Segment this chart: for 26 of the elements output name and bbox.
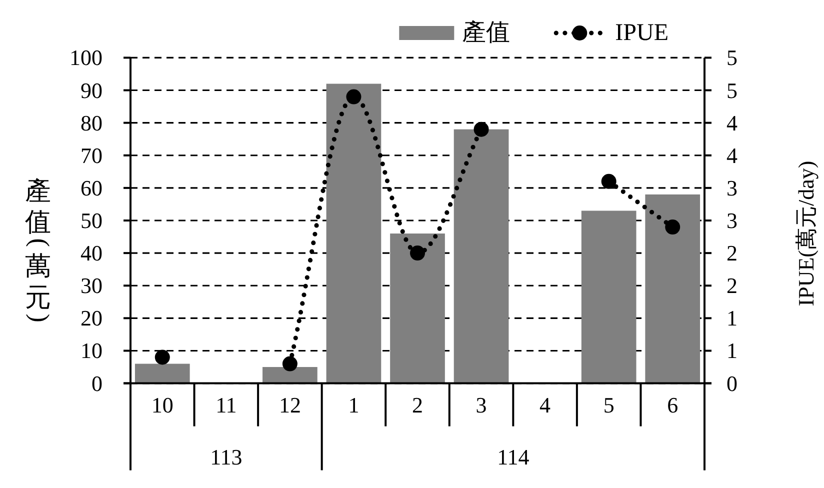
y-tick-label: 100 — [70, 45, 102, 70]
y2-tick-label: 5 — [726, 45, 738, 70]
y2-tick-label: 3 — [726, 208, 738, 233]
y2-tick-label: 4 — [726, 142, 738, 168]
legend-label: IPUE — [615, 20, 668, 46]
y2-tick-label: 1 — [726, 338, 738, 364]
legend-label: 產值 — [462, 20, 510, 46]
y2-tick-label: 1 — [726, 306, 738, 331]
y2-tick-label: 0 — [726, 370, 738, 396]
y-tick-label: 0 — [92, 370, 102, 396]
y-tick-label: 20 — [80, 306, 102, 331]
y-tick-label: 50 — [80, 208, 102, 233]
y-tick-label: 60 — [80, 175, 102, 200]
y-tick-label: 70 — [80, 142, 102, 168]
y-tick-label: 40 — [80, 240, 102, 266]
y2-tick-label: 3 — [726, 175, 738, 200]
y2-tick-label: 4 — [726, 110, 738, 136]
y-tick-label: 80 — [80, 110, 102, 136]
y-tick-label: 90 — [80, 78, 102, 103]
y2-tick-label: 2 — [726, 273, 738, 298]
y-tick-label: 30 — [80, 273, 102, 298]
y-tick-label: 10 — [80, 338, 102, 364]
y2label: IPUE(萬元/day) — [794, 160, 818, 306]
y2-tick-label: 5 — [726, 78, 738, 103]
ylabel: 產值(萬元) — [25, 176, 54, 322]
y2-tick-label: 2 — [726, 240, 738, 266]
